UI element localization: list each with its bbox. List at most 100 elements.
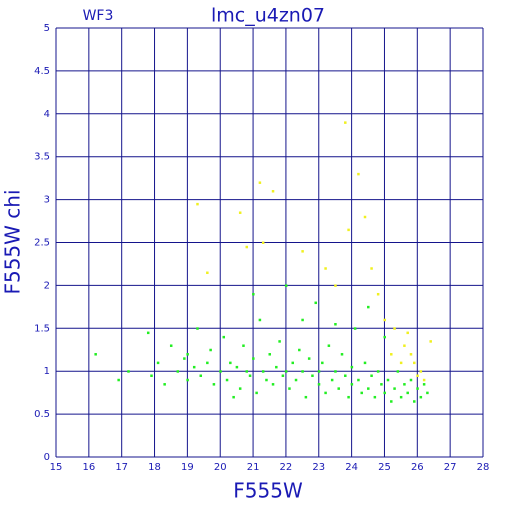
point: [360, 391, 363, 395]
y-tick-label: 1: [44, 366, 50, 377]
point: [373, 395, 377, 399]
point: [278, 340, 281, 343]
point: [383, 391, 386, 395]
x-tick-label: 23: [312, 462, 325, 473]
point: [416, 374, 419, 377]
point: [422, 383, 426, 386]
point: [396, 370, 400, 373]
point: [409, 378, 413, 382]
point: [258, 181, 262, 184]
point: [422, 378, 426, 382]
point: [146, 331, 150, 335]
y-tick-label: 2.5: [34, 238, 50, 249]
point: [238, 387, 242, 390]
point: [327, 344, 331, 347]
x-tick-label: 16: [82, 462, 95, 473]
point: [390, 400, 393, 403]
point: [376, 370, 380, 373]
point: [284, 284, 288, 287]
point: [419, 370, 423, 373]
y-tick-label: 4.5: [34, 66, 50, 77]
point: [321, 361, 324, 365]
point: [367, 387, 370, 390]
point: [393, 327, 396, 330]
point: [370, 374, 373, 377]
point: [117, 378, 120, 382]
point: [212, 383, 216, 386]
point: [419, 395, 423, 399]
y-tick-label: 2: [44, 280, 50, 291]
point: [186, 378, 189, 382]
point: [386, 378, 390, 382]
point: [265, 378, 268, 382]
point: [307, 357, 311, 360]
point: [242, 344, 245, 347]
point: [196, 202, 199, 206]
chart-subtitle: WF3: [83, 8, 114, 24]
point: [225, 378, 229, 382]
point: [248, 374, 252, 377]
point: [199, 374, 203, 377]
point: [183, 357, 186, 360]
point: [357, 378, 360, 382]
point: [304, 395, 308, 399]
y-tick-label: 3: [44, 195, 50, 206]
x-tick-label: 26: [411, 462, 424, 473]
x-tick-label: 27: [444, 462, 457, 473]
point: [353, 327, 357, 330]
point: [192, 365, 196, 369]
y-tick-label: 1.5: [34, 323, 50, 334]
point: [261, 241, 265, 244]
point: [219, 370, 222, 373]
point: [288, 387, 291, 390]
point: [271, 383, 275, 386]
point: [238, 211, 242, 214]
point: [367, 305, 370, 309]
point: [334, 323, 337, 326]
point: [209, 348, 212, 352]
point: [413, 400, 416, 403]
x-tick-label: 18: [148, 462, 161, 473]
point: [357, 172, 360, 176]
point: [176, 370, 180, 373]
point: [344, 374, 347, 377]
point: [403, 383, 406, 386]
point: [261, 370, 265, 373]
point: [245, 370, 249, 373]
point: [281, 374, 285, 377]
point: [317, 370, 321, 373]
point: [235, 365, 239, 369]
point: [370, 267, 373, 270]
point: [268, 353, 271, 356]
point: [252, 357, 255, 360]
point: [301, 370, 304, 373]
x-tick-label: 28: [477, 462, 490, 473]
point: [229, 361, 232, 365]
x-tick-label: 17: [115, 462, 128, 473]
point: [258, 318, 262, 322]
point: [252, 292, 255, 296]
point: [393, 387, 396, 390]
point: [406, 391, 409, 395]
point: [156, 361, 160, 365]
point: [206, 271, 209, 275]
point: [245, 245, 249, 249]
y-tick-label: 0: [44, 452, 50, 463]
y-tick-label: 4: [44, 109, 50, 120]
point: [150, 374, 153, 377]
point: [383, 335, 386, 339]
point: [399, 361, 403, 365]
point: [347, 228, 350, 232]
point: [344, 121, 347, 124]
x-tick-label: 19: [181, 462, 194, 473]
point: [186, 353, 189, 356]
y-tick-label: 0.5: [34, 409, 50, 420]
point: [324, 391, 327, 395]
x-axis-label: F555W: [233, 479, 303, 503]
point: [363, 215, 367, 219]
point: [284, 370, 288, 373]
point: [317, 383, 321, 386]
point: [350, 383, 354, 386]
point: [94, 353, 97, 356]
